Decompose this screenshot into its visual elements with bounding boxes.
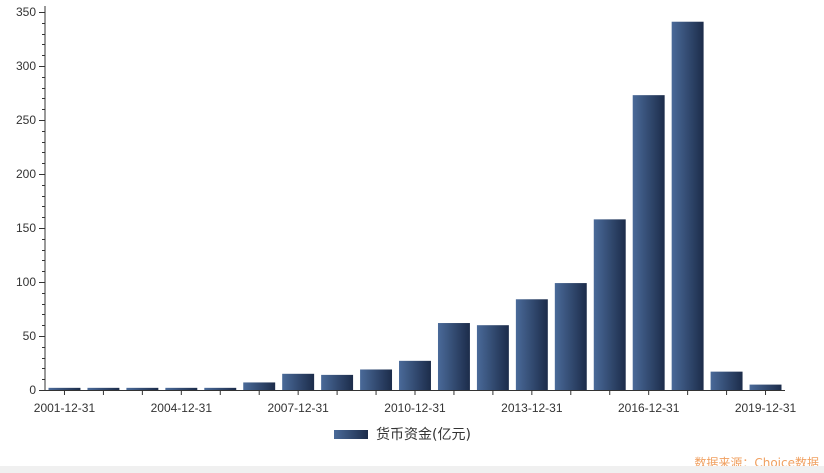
bar — [710, 371, 743, 390]
x-tick-label: 2004-12-31 — [151, 401, 213, 415]
legend[interactable]: 货币资金(亿元) — [334, 426, 471, 443]
y-axis: 0 50 100 150 200 250 300 350 — [16, 5, 46, 397]
bar — [437, 323, 470, 390]
y-tick-label: 100 — [16, 275, 36, 289]
x-tick-label: 2019-12-31 — [735, 401, 797, 415]
bar — [749, 384, 782, 390]
bar — [399, 360, 431, 390]
y-tick-label: 50 — [23, 329, 37, 343]
bar — [671, 21, 704, 390]
y-tick-label: 200 — [16, 167, 36, 181]
bar — [48, 387, 81, 390]
x-axis: 2001-12-31 2004-12-31 2007-12-31 2010-12-31… — [34, 390, 797, 415]
bar — [165, 387, 198, 390]
legend-label: 货币资金(亿元) — [376, 426, 471, 443]
y-tick-label: 0 — [29, 383, 36, 397]
bars — [48, 21, 782, 390]
bar — [632, 95, 665, 390]
bar — [126, 387, 159, 390]
y-tick-label: 350 — [16, 5, 36, 19]
y-tick-label: 300 — [16, 59, 36, 73]
y-tick-label: 150 — [16, 221, 36, 235]
x-tick-label: 2001-12-31 — [34, 401, 96, 415]
bar — [360, 369, 393, 390]
y-tick-label: 250 — [16, 113, 36, 127]
bar — [321, 374, 354, 390]
bottom-strip — [0, 466, 824, 473]
bar — [204, 387, 237, 390]
bar — [87, 387, 120, 390]
bar — [243, 382, 276, 390]
x-tick-label: 2016-12-31 — [618, 401, 680, 415]
x-tick-label: 2007-12-31 — [267, 401, 329, 415]
x-tick-label: 2010-12-31 — [384, 401, 446, 415]
bar — [593, 219, 626, 390]
x-tick-label: 2013-12-31 — [501, 401, 563, 415]
bar — [554, 283, 587, 390]
bar — [515, 299, 548, 390]
bar — [476, 325, 509, 390]
bar — [282, 373, 315, 390]
legend-swatch — [334, 430, 368, 439]
